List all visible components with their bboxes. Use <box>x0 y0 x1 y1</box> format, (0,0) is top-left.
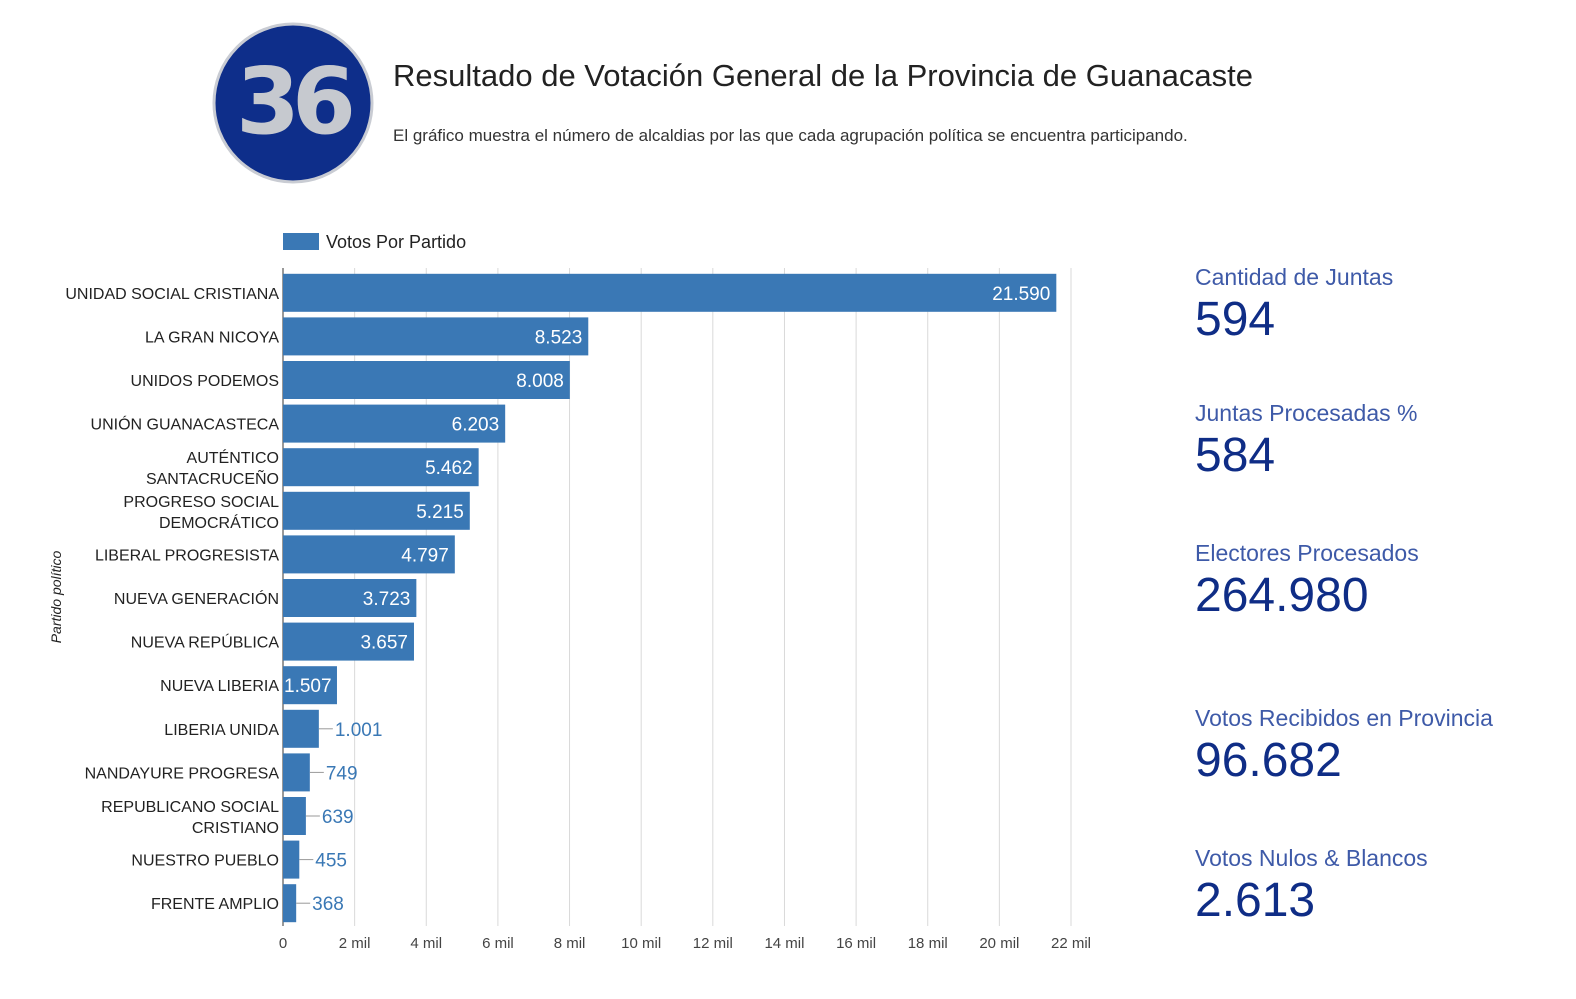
x-tick-label: 4 mil <box>410 935 442 952</box>
category-label: CRISTIANO <box>192 820 279 837</box>
category-label: NUEVA REPÚBLICA <box>131 633 280 652</box>
data-label: 21.590 <box>992 284 1050 305</box>
category-label: PROGRESO SOCIAL <box>123 494 279 511</box>
category-label: DEMOCRÁTICO <box>159 513 279 532</box>
logo-text: 36 <box>236 48 352 155</box>
data-label: 8.523 <box>535 327 583 348</box>
category-label: NANDAYURE PROGRESA <box>85 765 280 782</box>
stat-label-juntas: Cantidad de Juntas <box>1195 264 1394 290</box>
bar <box>283 840 300 879</box>
data-label: 5.462 <box>425 458 473 479</box>
data-label: 1.507 <box>284 676 332 697</box>
data-label: 3.657 <box>360 633 408 654</box>
bar <box>283 491 470 530</box>
bar-chart: 0 2 mil 4 mil 6 mil 8 mil 10 mil 12 mil 14 mil 1… <box>48 232 1091 952</box>
x-tick-label: 14 mil <box>764 935 804 952</box>
stat-label-votos-nulos: Votos Nulos & Blancos <box>1195 845 1428 871</box>
x-tick-label: 22 mil <box>1051 935 1091 952</box>
bar <box>283 666 337 705</box>
stat-value-votos-recibidos: 96.682 <box>1195 734 1342 787</box>
x-tick-label: 16 mil <box>836 935 876 952</box>
y-axis-title: Partido político <box>48 550 64 643</box>
category-label: FRENTE AMPLIO <box>151 896 279 913</box>
page-title: Resultado de Votación General de la Prov… <box>393 58 1253 93</box>
bar <box>283 317 589 356</box>
bar <box>283 404 506 443</box>
x-tick-label: 2 mil <box>339 935 371 952</box>
data-label: 749 <box>326 763 358 784</box>
channel-logo: 36 <box>212 22 374 184</box>
category-label: UNIDAD SOCIAL CRISTIANA <box>65 286 279 303</box>
x-tick-label: 8 mil <box>554 935 586 952</box>
data-label: 368 <box>312 894 344 915</box>
category-label: NUESTRO PUEBLO <box>131 853 279 870</box>
category-label: NUEVA LIBERIA <box>160 678 279 695</box>
data-label: 455 <box>315 851 347 872</box>
stat-label-juntas-procesadas: Juntas Procesadas % <box>1195 400 1418 426</box>
bar <box>283 361 570 399</box>
bar <box>283 622 414 661</box>
x-tick-label: 10 mil <box>621 935 661 952</box>
category-label: REPUBLICANO SOCIAL <box>101 799 279 816</box>
stat-value-electores: 264.980 <box>1195 569 1369 622</box>
category-label: SANTACRUCEÑO <box>146 468 279 488</box>
stat-value-juntas-procesadas: 584 <box>1195 429 1276 482</box>
category-label: NUEVA GENERACIÓN <box>114 589 279 608</box>
x-tick-label: 6 mil <box>482 935 514 952</box>
page-subtitle: El gráfico muestra el número de alcaldia… <box>393 126 1188 145</box>
bar <box>283 535 455 574</box>
bar <box>283 753 310 792</box>
x-tick-label: 12 mil <box>693 935 733 952</box>
x-tick-label: 20 mil <box>979 935 1019 952</box>
data-label: 6.203 <box>452 415 500 436</box>
legend-label: Votos Por Partido <box>326 232 466 252</box>
stat-label-votos-recibidos: Votos Recibidos en Provincia <box>1195 705 1493 731</box>
bar <box>283 709 319 748</box>
data-label: 4.797 <box>401 545 449 566</box>
x-tick-label: 0 <box>279 935 287 952</box>
category-label: UNIÓN GUANACASTECA <box>91 415 280 434</box>
stat-value-juntas: 594 <box>1195 293 1276 346</box>
stat-value-votos-nulos: 2.613 <box>1195 874 1316 927</box>
bar <box>283 273 1057 312</box>
bar <box>283 797 306 835</box>
data-label: 1.001 <box>335 720 383 741</box>
data-label: 639 <box>322 807 354 828</box>
data-label: 5.215 <box>416 502 464 523</box>
category-label: LA GRAN NICOYA <box>145 329 279 346</box>
legend-swatch <box>283 233 319 250</box>
data-label: 8.008 <box>516 371 564 392</box>
data-label: 3.723 <box>363 589 411 610</box>
bar <box>283 884 297 923</box>
stat-label-electores: Electores Procesados <box>1195 540 1419 566</box>
category-label: AUTÉNTICO <box>187 448 279 467</box>
category-label: LIBERAL PROGRESISTA <box>95 547 279 564</box>
category-label: LIBERIA UNIDA <box>164 722 279 739</box>
x-tick-label: 18 mil <box>908 935 948 952</box>
bar <box>283 579 417 617</box>
category-label: UNIDOS PODEMOS <box>131 373 279 390</box>
bar <box>283 448 479 487</box>
